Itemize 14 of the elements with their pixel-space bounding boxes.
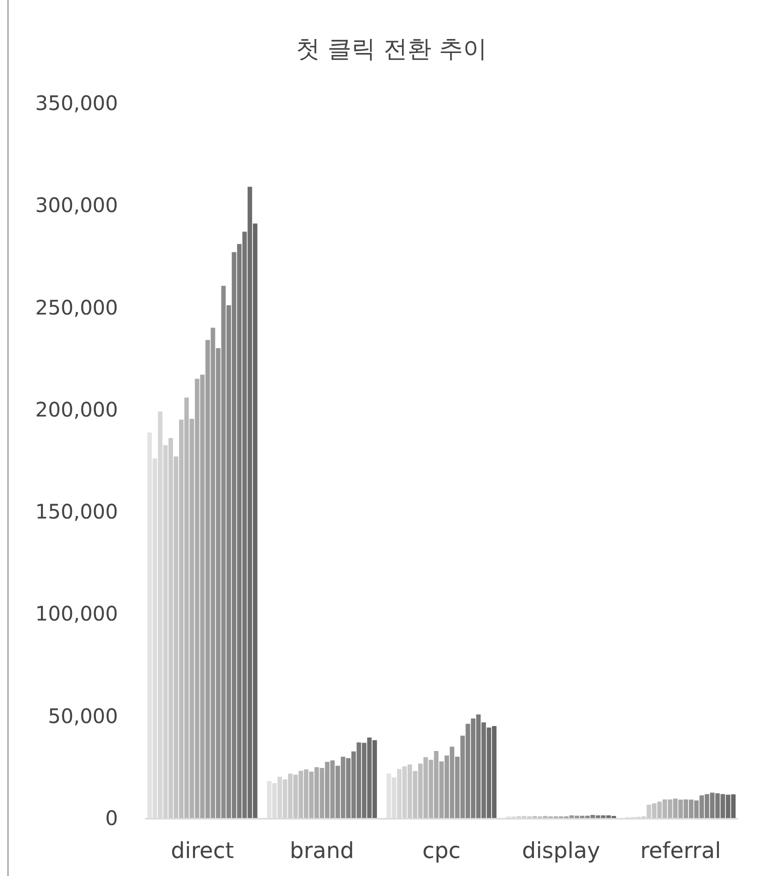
y-tick-label: 350,000 xyxy=(35,91,118,115)
x-tick-label: cpc xyxy=(422,839,461,864)
y-tick-label: 0 xyxy=(105,806,118,830)
x-tick-label: brand xyxy=(290,839,354,864)
x-tick-label: direct xyxy=(170,839,234,864)
y-tick-label: 300,000 xyxy=(35,193,118,218)
y-tick-label: 200,000 xyxy=(35,397,118,422)
x-tick-label: display xyxy=(522,839,600,864)
y-tick-label: 150,000 xyxy=(35,500,118,524)
y-tick-label: 100,000 xyxy=(35,602,118,626)
y-tick-label: 250,000 xyxy=(35,295,118,320)
y-tick-label: 50,000 xyxy=(48,704,118,728)
x-tick-label: referral xyxy=(640,839,721,864)
chart-title: 첫 클릭 전환 추이 xyxy=(296,35,487,63)
